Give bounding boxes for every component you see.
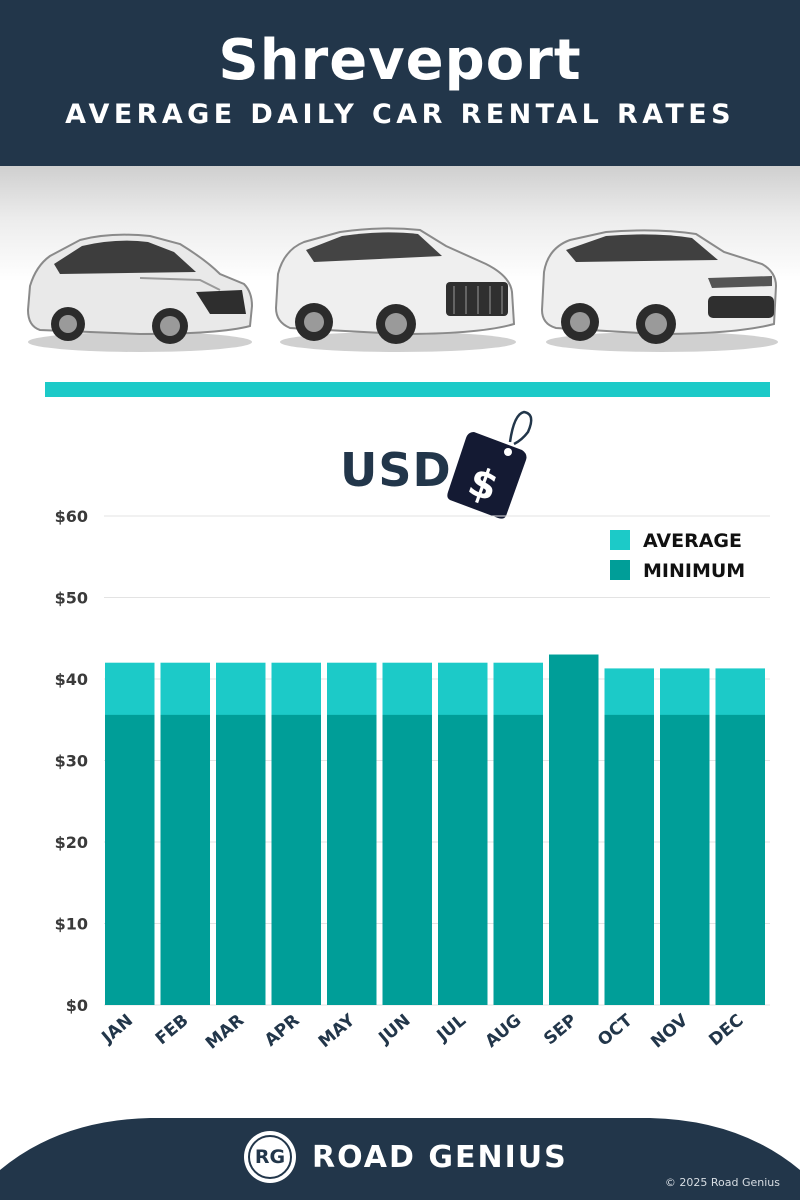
x-tick-label: MAY: [315, 1010, 360, 1052]
legend-swatch: [610, 560, 630, 580]
y-tick-label: $50: [55, 589, 88, 608]
x-tick-label: JUN: [375, 1011, 415, 1049]
y-tick-label: $20: [55, 833, 88, 852]
header: Shreveport AVERAGE DAILY CAR RENTAL RATE…: [0, 0, 800, 166]
suv-car-image: [274, 227, 516, 352]
bar-minimum-mar: [216, 714, 266, 1005]
accent-divider: [45, 382, 770, 397]
hatchback-car-image: [26, 233, 254, 352]
brand-badge: RG: [244, 1131, 296, 1183]
bar-minimum-apr: [271, 714, 321, 1005]
brand-initials: RG: [248, 1135, 292, 1179]
x-tick-label: JUL: [433, 1010, 470, 1046]
bar-minimum-oct: [604, 714, 654, 1005]
y-tick-label: $30: [55, 752, 88, 771]
bar-minimum-jan: [105, 714, 155, 1005]
y-tick-label: $10: [55, 915, 88, 934]
x-tick-label: OCT: [594, 1010, 637, 1050]
y-tick-label: $0: [66, 996, 88, 1015]
currency-label: USD: [340, 443, 452, 497]
copyright-text: © 2025 Road Genius: [664, 1176, 780, 1189]
x-tick-label: SEP: [540, 1011, 581, 1050]
bar-minimum-sep: [549, 654, 599, 1005]
luxury-suv-car-image: [540, 229, 778, 352]
bar-minimum-nov: [660, 714, 710, 1005]
price-tag-icon: $: [447, 410, 533, 519]
page-subtitle: AVERAGE DAILY CAR RENTAL RATES: [65, 99, 735, 130]
bar-minimum-feb: [160, 714, 210, 1005]
legend-label: AVERAGE: [643, 530, 742, 552]
bar-minimum-may: [327, 714, 377, 1005]
x-tick-label: APR: [261, 1011, 304, 1051]
bar-minimum-jul: [438, 714, 488, 1005]
x-tick-label: DEC: [705, 1011, 747, 1051]
bar-minimum-jun: [382, 714, 432, 1005]
rental-rate-bar-chart: $0 $10 $20 $30 $40 $50 $60 JAN FEB MAR APR MAY JUN J…: [55, 507, 770, 1054]
bar-minimum-aug: [493, 714, 543, 1005]
footer-band: [0, 1118, 800, 1200]
x-tick-label: NOV: [647, 1010, 692, 1052]
x-tick-label: FEB: [152, 1011, 193, 1050]
y-tick-label: $60: [55, 507, 88, 526]
x-tick-label: AUG: [482, 1011, 526, 1052]
page-title: Shreveport: [218, 28, 582, 93]
brand-logo: RG ROAD GENIUS: [244, 1130, 568, 1184]
x-tick-label: JAN: [98, 1011, 137, 1049]
x-tick-label: MAR: [202, 1011, 248, 1054]
legend-swatch: [610, 530, 630, 550]
brand-name: ROAD GENIUS: [312, 1139, 568, 1175]
legend-label: MINIMUM: [643, 560, 745, 582]
y-tick-label: $40: [55, 670, 88, 689]
bar-minimum-dec: [715, 714, 765, 1005]
cars-banner: [0, 166, 800, 376]
